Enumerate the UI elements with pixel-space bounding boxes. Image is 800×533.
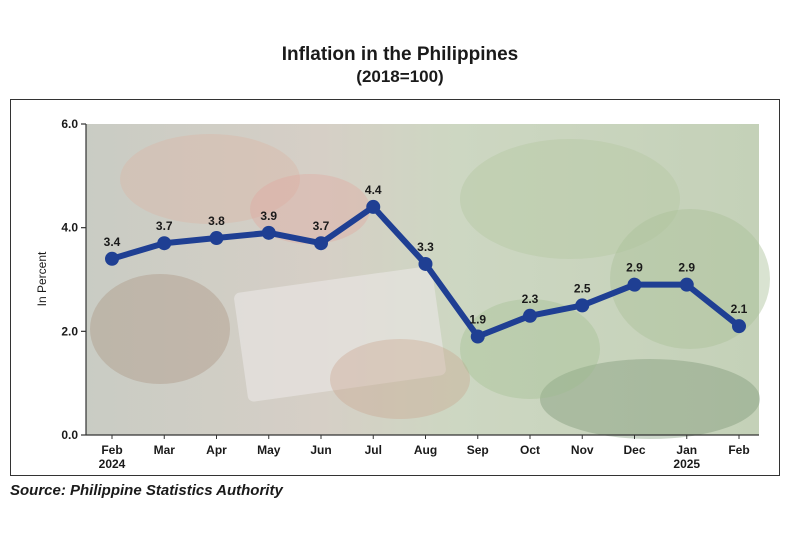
- data-label: 3.8: [208, 214, 225, 228]
- axes: [85, 124, 759, 436]
- data-point: [523, 308, 537, 323]
- x-tick-label: Oct: [520, 443, 540, 457]
- data-point: [732, 319, 746, 334]
- y-tick-label: 2.0: [61, 324, 78, 338]
- x-tick-label: Dec: [623, 443, 645, 457]
- data-point: [105, 251, 119, 266]
- data-label: 2.9: [626, 261, 643, 275]
- data-label: 3.3: [417, 240, 434, 254]
- x-year-label: 2024: [99, 457, 126, 471]
- data-label: 3.9: [260, 209, 277, 223]
- x-tick-label: Jan: [676, 443, 697, 457]
- background-photo: [86, 124, 770, 439]
- x-tick-label: Nov: [571, 443, 594, 457]
- data-point: [261, 225, 276, 240]
- data-label: 2.9: [678, 261, 695, 275]
- data-label: 2.1: [731, 302, 748, 316]
- data-label: 4.4: [365, 183, 382, 197]
- x-tick-label: Feb: [728, 443, 749, 457]
- data-point: [314, 236, 328, 251]
- data-point: [470, 329, 485, 344]
- x-tick-label: Apr: [206, 443, 227, 457]
- x-tick-label: Aug: [414, 443, 437, 457]
- x-tick-label: Sep: [467, 443, 489, 457]
- x-tick-label: Jun: [310, 443, 331, 457]
- data-point: [679, 277, 694, 292]
- data-point: [627, 277, 642, 292]
- x-tick-label: Jul: [365, 443, 382, 457]
- x-tick-label: Mar: [154, 443, 176, 457]
- data-label: 3.7: [156, 219, 173, 233]
- data-label: 1.9: [469, 313, 486, 327]
- chart-title: Inflation in the Philippines: [281, 44, 519, 65]
- data-label: 3.4: [104, 235, 121, 249]
- data-point: [209, 231, 224, 246]
- data-label: 2.3: [522, 292, 539, 306]
- x-year-label: 2025: [673, 457, 700, 471]
- data-point: [157, 236, 172, 251]
- chart-subtitle: (2018=100): [356, 67, 444, 86]
- y-tick-label: 6.0: [61, 117, 78, 131]
- y-tick-label: 0.0: [61, 428, 78, 442]
- y-axis-label: In Percent: [35, 251, 49, 306]
- data-point: [418, 256, 433, 271]
- data-point: [575, 298, 590, 313]
- x-tick-label: May: [257, 443, 281, 457]
- y-tick-label: 4.0: [61, 221, 78, 235]
- x-tick-label: Feb: [101, 443, 122, 457]
- data-label: 3.7: [313, 219, 330, 233]
- data-label: 2.5: [574, 281, 591, 295]
- source-note: Source: Philippine Statistics Authority: [10, 482, 283, 499]
- data-point: [366, 199, 381, 214]
